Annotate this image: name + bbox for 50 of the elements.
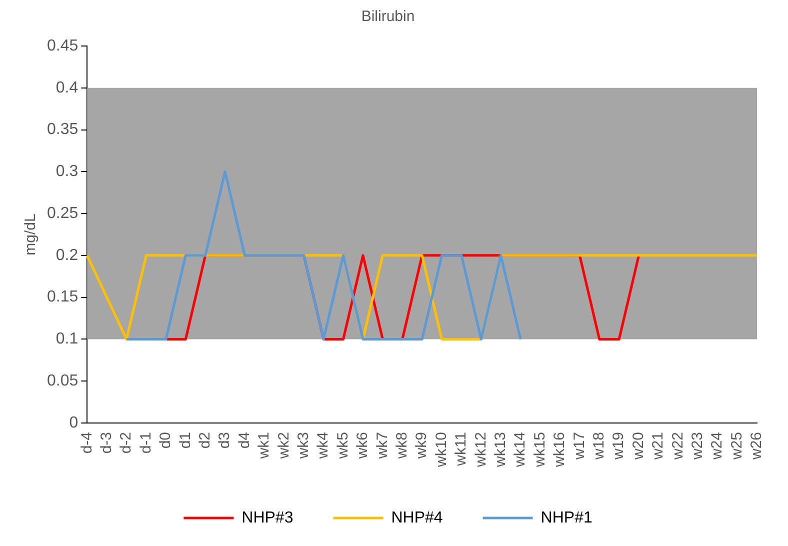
x-tick-label: w26 [748,432,766,461]
y-tick-label: 0.15 [47,288,78,306]
y-tick-label: 0.2 [56,246,78,264]
x-tick-label: wk12 [472,432,490,468]
x-tick-label: wk5 [334,432,352,460]
x-tick-label: w22 [669,432,686,461]
x-tick-label: d2 [196,432,214,449]
x-tick-label: d-2 [118,432,135,454]
x-tick-label: wk1 [256,432,273,460]
x-tick-label: w18 [590,432,608,461]
legend-label: NHP#1 [540,509,592,526]
x-tick-label: wk9 [413,432,430,460]
x-tick-label: w20 [630,432,647,461]
x-tick-label: w21 [650,432,667,461]
x-tick-label: w17 [570,432,588,461]
x-tick-label: wk14 [512,432,529,468]
x-tick-label: d3 [216,432,234,449]
x-tick-label: w24 [708,432,726,461]
x-tick-label: w25 [728,432,746,461]
x-tick-label: wk8 [394,432,411,460]
y-tick-label: 0.1 [56,330,78,348]
x-tick-label: wk3 [295,432,312,460]
x-tick-label: wk6 [354,432,372,460]
x-tick-label: wk7 [374,432,391,460]
y-tick-label: 0.45 [47,37,78,54]
y-tick-label: 0.25 [47,204,78,222]
x-tick-label: wk10 [432,432,450,468]
y-tick-label: 0.35 [47,121,78,138]
x-tick-label: w19 [610,432,628,461]
x-tick-label: wk4 [314,432,332,460]
y-tick-label: 0.3 [56,163,78,180]
x-tick-label: d4 [236,432,253,449]
y-tick-label: 0.4 [56,79,78,96]
legend-label: NHP#4 [391,509,443,526]
x-tick-label: w23 [689,432,706,461]
y-axis-title: mg/dL [22,214,40,256]
x-tick-label: d-1 [137,432,154,454]
x-tick-label: wk11 [452,432,470,467]
y-tick-label: 0 [69,414,78,432]
chart-title: Bilirubin [361,8,415,26]
x-tick-label: wk13 [492,432,510,468]
x-tick-label: d0 [157,432,174,449]
x-tick-label: d-3 [98,432,115,454]
legend-label: NHP#3 [242,509,294,526]
x-tick-label: wk16 [551,432,568,468]
y-tick-label: 0.05 [47,372,78,390]
x-tick-label: d1 [176,432,194,449]
x-tick-label: wk15 [531,432,548,468]
x-tick-label: d-4 [78,432,96,454]
x-tick-label: wk2 [275,432,292,460]
